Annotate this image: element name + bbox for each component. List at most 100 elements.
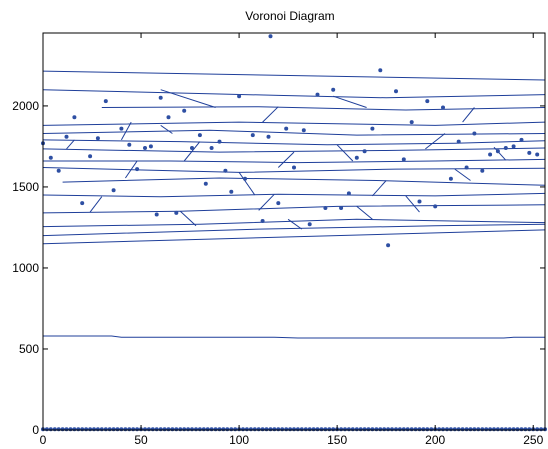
x-tick-label: 250 [523,433,543,447]
site-point [252,427,257,432]
site-point [64,134,69,139]
voronoi-edge [183,141,201,162]
site-point [260,219,265,223]
site-point [527,427,532,432]
voronoi-edge [43,158,546,164]
site-point [194,427,198,432]
site-point [523,427,528,432]
y-tick-label: 500 [19,342,39,356]
site-point [56,168,61,173]
site-point [476,427,481,432]
site-point [170,427,175,432]
site-point [209,427,214,432]
site-point [362,427,367,432]
site-point [370,427,375,432]
site-point [460,427,465,432]
x-tick-label: 200 [425,433,445,447]
site-point [456,139,461,144]
site-point [386,427,391,432]
voronoi-edges [42,70,546,339]
voronoi-edge [277,151,295,168]
site-point [319,427,324,432]
voronoi-edge [425,133,446,150]
voronoi-edge [42,229,546,245]
site-point [417,427,422,432]
site-point [154,427,159,432]
site-point [386,243,391,248]
site-point [331,87,336,92]
site-point [223,168,228,173]
voronoi-edge [42,204,546,214]
site-point [154,212,159,217]
site-point [331,427,336,432]
site-point [323,427,328,432]
site-point [119,427,124,432]
site-point [99,427,104,432]
site-point [48,155,53,160]
site-point [288,427,293,432]
voronoi-edge [42,70,546,81]
site-point [417,199,422,204]
site-point [182,427,187,432]
voronoi-edge [62,177,546,186]
voronoi-edge [43,335,545,339]
site-point [201,427,206,432]
site-point [464,427,469,432]
site-point [280,427,285,432]
site-point [209,146,214,150]
site-point [225,427,230,432]
voronoi-edge [356,206,373,220]
voronoi-edge [462,107,475,123]
site-point [64,427,69,432]
site-point [237,94,242,99]
site-point [143,146,147,150]
site-point [272,427,277,432]
site-point [397,427,402,432]
site-point [256,427,261,432]
site-point [135,167,140,172]
axis-ticks: 0 50 100 150 200 250 0 500 1000 1500 2000 [12,33,545,447]
site-point [127,142,132,147]
site-point [495,149,500,154]
site-point [339,427,344,432]
site-point [174,427,179,432]
site-point [515,427,520,432]
site-point [68,427,73,432]
site-point [350,427,355,432]
site-point [511,144,516,149]
site-point [354,155,359,160]
site-point [323,206,328,210]
site-point [429,427,434,432]
voronoi-edge [89,196,103,213]
site-point [535,152,540,157]
site-point [143,427,147,432]
site-point [72,115,77,120]
site-point [115,427,120,432]
voronoi-edge [42,147,546,153]
voronoi-edge [42,192,546,198]
site-point [190,146,194,150]
voronoi-edge [333,95,367,108]
voronoi-edge [287,218,303,230]
x-tick-label: 100 [229,433,249,447]
voronoi-edge [238,172,256,196]
voronoi-edge [258,193,275,211]
site-point [146,427,151,432]
site-point [205,427,210,432]
site-point [260,427,265,432]
site-point [488,152,493,157]
site-point [268,427,273,432]
site-point [301,128,306,133]
site-point [378,68,383,73]
site-point [448,176,453,181]
site-point [425,99,430,104]
site-point [186,427,191,432]
site-point [44,427,49,432]
site-point [264,427,269,432]
site-point [307,427,312,432]
site-point [229,427,234,432]
site-point [266,134,271,139]
site-point [452,427,457,432]
site-point [284,126,289,131]
